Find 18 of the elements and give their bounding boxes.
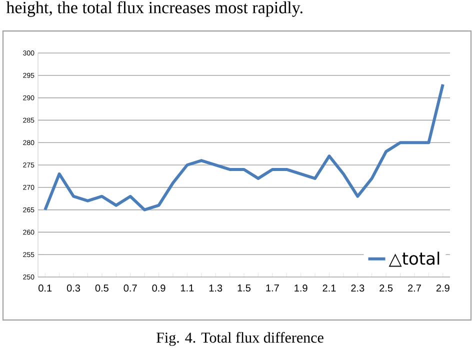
x-tick-label: 1.5	[238, 284, 251, 292]
x-tick-label: 1.3	[209, 284, 222, 292]
x-tick-label: 0.5	[95, 284, 108, 292]
x-tick-label: 1.9	[294, 284, 308, 292]
x-tick-label: 0.3	[66, 284, 80, 292]
x-tick-label: 2.3	[351, 284, 364, 292]
x-tick-label: 2.9	[436, 284, 450, 292]
x-tick-label: 2.7	[408, 284, 421, 292]
x-tick-label: 2.1	[322, 284, 336, 292]
caption: Fig. 4. Total flux difference	[156, 332, 324, 346]
x-tick-label: 0.7	[124, 284, 137, 292]
x-tick-label: 0.1	[38, 284, 52, 292]
x-tick-label: 1.1	[180, 284, 194, 292]
x-tick-label: 2.5	[380, 284, 393, 292]
x-tick-label: 0.9	[152, 284, 166, 292]
text: height, the total flux increases most rapidly.	[6, 1, 302, 17]
x-tick-label: 1.7	[266, 284, 279, 292]
legend-label: △total	[388, 252, 440, 267]
